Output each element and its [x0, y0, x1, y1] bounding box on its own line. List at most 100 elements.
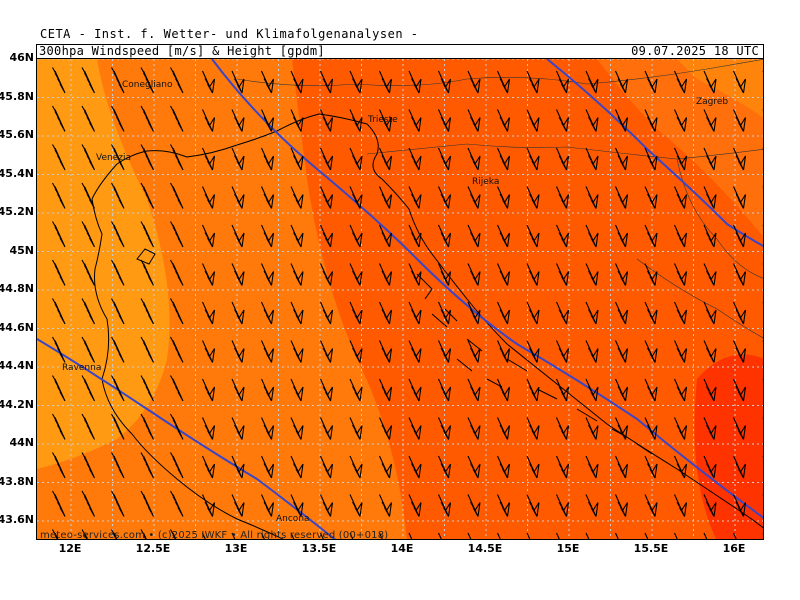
barb-icon — [231, 224, 245, 248]
barb-icon — [140, 144, 155, 171]
barb-icon — [231, 378, 245, 402]
barb-icon — [467, 455, 481, 479]
barb-icon — [201, 147, 216, 171]
lat-label: 44.6N — [0, 320, 34, 334]
barb-icon — [231, 301, 245, 325]
height-contour-2 — [546, 59, 763, 248]
barb-icon — [437, 224, 452, 248]
barb-icon — [260, 340, 275, 363]
barb-icon — [762, 494, 763, 496]
barb-icon — [349, 70, 363, 94]
barb-icon — [201, 263, 216, 286]
barb-icon — [378, 186, 393, 209]
barb-icon — [201, 224, 216, 248]
city-label: Trieste — [368, 115, 398, 125]
barb-icon — [111, 144, 125, 171]
barb-icon — [81, 144, 96, 171]
barb-icon — [111, 182, 125, 209]
barb-icon — [408, 301, 422, 325]
barb-icon — [260, 70, 275, 94]
barb-icon — [526, 417, 540, 440]
barb-icon — [170, 452, 184, 479]
barb-icon — [290, 109, 304, 132]
barb-icon — [81, 67, 96, 94]
barb-icon — [673, 340, 688, 363]
lon-label: 14.5E — [467, 542, 503, 555]
barb-icon — [319, 494, 334, 517]
barb-icon — [319, 378, 334, 402]
barb-icon — [408, 455, 422, 479]
barb-icon — [290, 263, 304, 286]
barb-icon — [585, 263, 599, 286]
barb-icon — [732, 378, 747, 402]
barb-icon — [111, 490, 125, 517]
barb-icon — [81, 375, 96, 402]
barb-icon — [319, 224, 334, 248]
barb-icon — [81, 259, 96, 286]
barb-icon — [703, 378, 717, 402]
barb-icon — [52, 105, 66, 132]
barb-icon — [762, 109, 763, 111]
barb-icon — [673, 455, 688, 479]
barb-icon — [555, 263, 570, 286]
barb-icon — [703, 417, 717, 440]
barb-icon — [585, 147, 599, 171]
barb-icon — [467, 494, 481, 517]
barb-icon — [140, 490, 155, 517]
barb-icon — [260, 494, 275, 517]
barb-icon — [140, 375, 155, 402]
barb-icon — [732, 70, 747, 94]
barb-icon — [140, 298, 155, 325]
barb-icon — [614, 70, 629, 94]
barb-icon — [526, 70, 540, 94]
barb-icon — [290, 301, 304, 325]
height-contour-3 — [37, 338, 337, 539]
barb-icon — [673, 224, 688, 248]
barb-icon — [378, 340, 393, 363]
barb-icon — [703, 263, 717, 286]
barb-icon — [555, 340, 570, 363]
barb-icon — [290, 70, 304, 94]
barb-icon — [703, 301, 717, 325]
lat-label: 44N — [9, 436, 34, 449]
product-label: 300hpa Windspeed [m/s] & Height [gpdm] — [39, 44, 325, 58]
barb-icon — [201, 494, 216, 517]
barb-icon — [526, 109, 540, 132]
barb-icon — [496, 301, 511, 325]
barb-icon — [703, 147, 717, 171]
city-label: Ravenna — [62, 363, 102, 373]
barb-icon — [703, 224, 717, 248]
borders — [236, 59, 763, 339]
barb-icon — [349, 263, 363, 286]
barb-icon — [260, 263, 275, 286]
barb-icon — [408, 109, 422, 132]
barb-icon — [614, 186, 629, 209]
barb-icon — [378, 417, 393, 440]
barb-icon — [319, 186, 334, 209]
barb-icon — [496, 186, 511, 209]
barb-icon — [408, 186, 422, 209]
barb-icon — [231, 494, 245, 517]
barb-icon — [349, 455, 363, 479]
barb-icon — [467, 378, 481, 402]
barb-icon — [349, 186, 363, 209]
barb-icon — [319, 70, 334, 94]
barb-icon — [378, 147, 393, 171]
barb-icon — [555, 70, 570, 94]
barb-icon — [437, 455, 452, 479]
lat-label: 44.2N — [0, 397, 34, 411]
barb-icon — [644, 417, 658, 440]
barb-icon — [644, 494, 658, 517]
map-panel — [36, 58, 764, 540]
barb-icon — [673, 147, 688, 171]
barb-icon — [614, 263, 629, 286]
barb-icon — [319, 109, 334, 132]
barb-icon — [111, 413, 125, 440]
barb-icon — [437, 70, 452, 94]
barb-icon — [437, 263, 452, 286]
barb-icon — [437, 378, 452, 402]
lat-label: 44.4N — [0, 359, 34, 372]
lon-label: 16E — [722, 542, 746, 555]
barb-icon — [732, 109, 747, 132]
barb-icon — [408, 378, 422, 402]
